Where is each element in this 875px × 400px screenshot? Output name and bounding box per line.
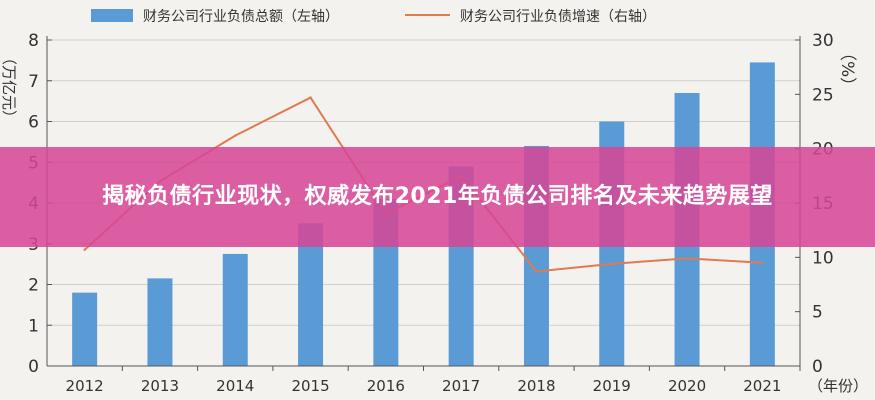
x-tick-label: 2017 (442, 377, 480, 395)
x-tick-label: 2018 (517, 377, 555, 395)
x-axis-unit: （年份） (808, 377, 868, 395)
legend-line-label: 财务公司行业负债增速（右轴） (460, 9, 656, 25)
title-banner: 揭秘负债行业现状，权威发布2021年负债公司排名及未来趋势展望 (0, 147, 875, 247)
bar-2015 (298, 223, 324, 366)
right-tick-label: 25 (812, 85, 834, 105)
growth-point-2021 (761, 261, 764, 264)
left-tick-label: 2 (28, 276, 39, 296)
left-tick-label: 1 (28, 316, 39, 336)
bar-2012 (72, 292, 98, 366)
x-tick-label: 2012 (66, 377, 104, 395)
banner-title: 揭秘负债行业现状，权威发布2021年负债公司排名及未来趋势展望 (102, 184, 773, 209)
growth-point-2018 (535, 270, 538, 273)
growth-point-2019 (610, 262, 613, 266)
right-tick-label: 30 (812, 31, 834, 51)
right-tick-label: 10 (812, 248, 834, 268)
growth-point-2014 (234, 134, 237, 137)
x-tick-label: 2015 (291, 377, 329, 395)
bar-2014 (222, 253, 248, 366)
x-tick-label: 2013 (141, 377, 179, 395)
growth-point-2015 (309, 96, 312, 99)
x-tick-label: 2014 (216, 377, 254, 395)
x-tick-label: 2020 (668, 377, 706, 395)
bar-2013 (147, 278, 173, 366)
x-tick-label: 2019 (593, 377, 631, 395)
x-tick-label: 2021 (743, 377, 781, 395)
right-tick-label: 5 (812, 303, 823, 323)
growth-point-2020 (685, 257, 689, 260)
left-tick-label: 6 (28, 113, 39, 133)
left-tick-label: 0 (28, 357, 39, 377)
left-axis-unit: （万亿元） (0, 50, 18, 125)
legend-bar-swatch (91, 9, 133, 22)
legend-bar-label: 财务公司行业负债总额（左轴） (143, 9, 339, 25)
right-axis-unit: （%） (837, 44, 857, 94)
x-tick-label: 2016 (367, 377, 405, 395)
growth-point-2012 (83, 248, 86, 251)
right-tick-label: 0 (812, 357, 823, 377)
left-tick-label: 8 (28, 31, 39, 51)
left-tick-label: 7 (28, 72, 39, 92)
